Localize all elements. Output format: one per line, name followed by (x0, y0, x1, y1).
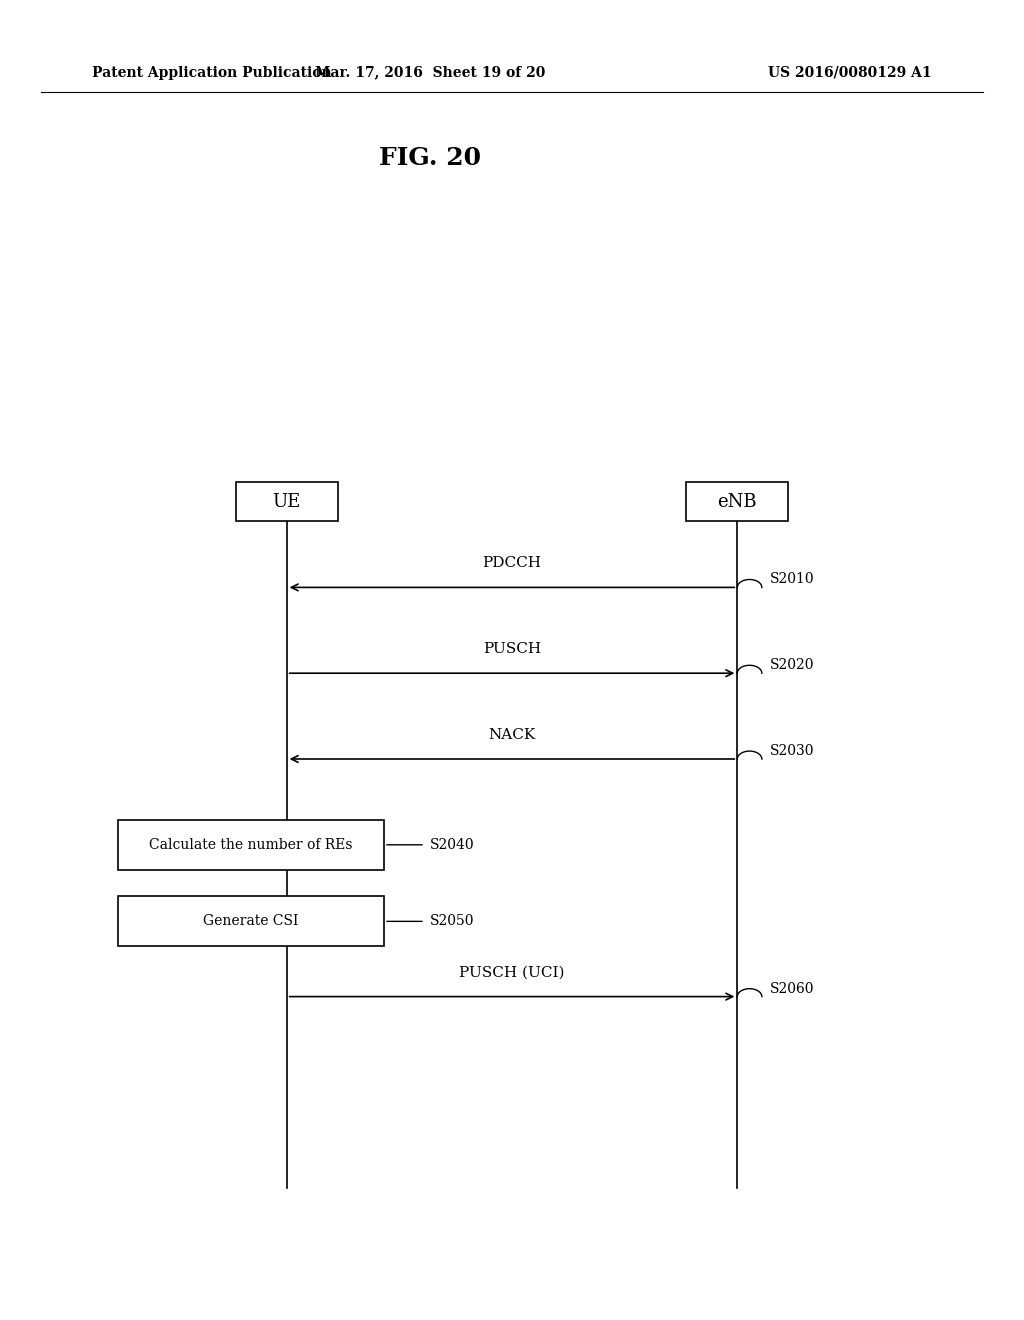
Text: Generate CSI: Generate CSI (203, 915, 299, 928)
Text: S2020: S2020 (770, 659, 814, 672)
FancyBboxPatch shape (118, 896, 384, 946)
Text: S2050: S2050 (430, 915, 474, 928)
FancyBboxPatch shape (118, 820, 384, 870)
Text: S2060: S2060 (770, 982, 814, 995)
Text: FIG. 20: FIG. 20 (379, 147, 481, 170)
Text: Mar. 17, 2016  Sheet 19 of 20: Mar. 17, 2016 Sheet 19 of 20 (315, 66, 545, 79)
Text: US 2016/0080129 A1: US 2016/0080129 A1 (768, 66, 932, 79)
Text: eNB: eNB (718, 492, 757, 511)
Text: PDCCH: PDCCH (482, 556, 542, 570)
Text: S2010: S2010 (770, 573, 815, 586)
FancyBboxPatch shape (686, 482, 788, 521)
Text: S2030: S2030 (770, 744, 814, 758)
FancyBboxPatch shape (236, 482, 338, 521)
Text: NACK: NACK (488, 727, 536, 742)
Text: PUSCH: PUSCH (483, 642, 541, 656)
Text: Patent Application Publication: Patent Application Publication (92, 66, 332, 79)
Text: UE: UE (272, 492, 301, 511)
Text: PUSCH (UCI): PUSCH (UCI) (459, 965, 565, 979)
Text: Calculate the number of REs: Calculate the number of REs (150, 838, 352, 851)
Text: S2040: S2040 (430, 838, 475, 851)
